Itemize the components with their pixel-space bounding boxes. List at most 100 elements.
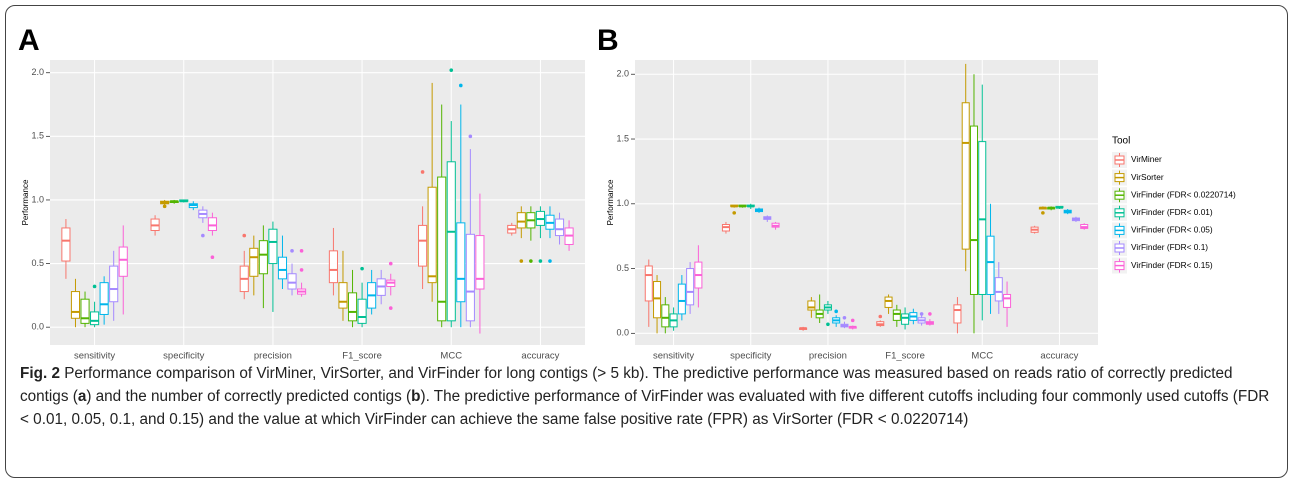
box xyxy=(901,313,910,325)
box xyxy=(268,228,278,265)
outlier xyxy=(842,315,847,320)
x-tick-label: MCC xyxy=(971,351,993,362)
outlier xyxy=(538,259,543,263)
caption-part: Performance comparison of VirMiner, VirS… xyxy=(20,365,1233,405)
box xyxy=(1003,293,1012,308)
box xyxy=(99,282,109,315)
box xyxy=(644,265,653,302)
caption-part: ) and the number of correctly predicted … xyxy=(86,388,412,405)
legend-label: VirMiner xyxy=(1131,154,1162,164)
caption-part: b xyxy=(411,388,421,405)
box xyxy=(80,298,90,324)
legend-label: VirFinder (FDR< 0.01) xyxy=(1131,207,1213,217)
outlier xyxy=(299,249,304,253)
outlier xyxy=(834,309,838,314)
caption-label: Fig. 2 xyxy=(20,365,60,382)
outlier xyxy=(92,284,97,289)
x-tick-label: precision xyxy=(254,351,292,362)
box xyxy=(994,277,1003,302)
plot-background xyxy=(50,60,585,345)
y-tick-label: 1.0 xyxy=(616,198,629,208)
legend-label: VirFinder (FDR< 0.15) xyxy=(1131,260,1213,270)
outlier xyxy=(529,259,533,263)
y-tick-label: 0.5 xyxy=(616,263,629,273)
plot-background xyxy=(635,60,1098,345)
y-tick-label: 0.0 xyxy=(616,328,629,338)
box xyxy=(961,102,970,250)
box xyxy=(986,235,995,295)
box xyxy=(475,235,485,290)
y-tick-label: 0.5 xyxy=(31,258,44,268)
outlier xyxy=(201,233,205,238)
box xyxy=(686,268,695,306)
outlier xyxy=(388,306,393,310)
x-tick-label: accuracy xyxy=(1040,351,1078,362)
outlier xyxy=(928,312,932,316)
x-tick-label: specificity xyxy=(163,351,204,362)
caption-part: a xyxy=(77,388,87,405)
legend-label: VirFinder (FDR< 0.0220714) xyxy=(1131,189,1236,199)
outlier xyxy=(1041,211,1045,215)
panel-label: A xyxy=(18,24,40,57)
outlier xyxy=(210,255,215,260)
outlier xyxy=(162,204,167,209)
outlier xyxy=(299,268,304,272)
box xyxy=(456,222,466,303)
x-tick-label: specificity xyxy=(730,351,771,362)
y-axis-title: Performance xyxy=(21,179,30,225)
x-tick-label: sensitivity xyxy=(653,351,694,362)
outlier xyxy=(548,259,552,263)
legend-label: VirFinder (FDR< 0.1) xyxy=(1131,242,1208,252)
outlier xyxy=(420,170,425,174)
outlier xyxy=(290,249,294,253)
box xyxy=(661,304,670,328)
caption-part: ). The predictive performance of VirFind… xyxy=(20,388,1270,428)
frame xyxy=(5,5,1288,478)
box xyxy=(258,240,268,275)
y-tick-label: 2.0 xyxy=(31,67,44,77)
box xyxy=(287,273,297,290)
outlier xyxy=(850,318,855,323)
y-tick-label: 1.0 xyxy=(31,194,44,204)
box xyxy=(953,304,962,324)
outlier xyxy=(468,134,473,139)
box xyxy=(446,161,456,322)
box xyxy=(677,283,686,315)
box xyxy=(653,281,662,319)
x-tick-label: F1_score xyxy=(342,351,382,362)
box xyxy=(465,233,475,322)
outlier xyxy=(360,266,364,271)
box xyxy=(516,212,526,229)
legend-label: VirFinder (FDR< 0.05) xyxy=(1131,225,1213,235)
box xyxy=(207,217,217,231)
caption-text: Performance comparison of VirMiner, VirS… xyxy=(20,365,1269,428)
caption: Fig. 2 Performance comparison of VirMine… xyxy=(20,362,1278,431)
box xyxy=(418,224,428,267)
y-tick-label: 1.5 xyxy=(31,131,44,141)
box xyxy=(437,176,447,322)
box xyxy=(554,218,565,237)
legend-label: VirSorter xyxy=(1131,172,1164,182)
outlier xyxy=(732,211,737,215)
box xyxy=(338,282,348,309)
y-tick-label: 1.5 xyxy=(616,133,629,143)
y-tick-label: 2.0 xyxy=(616,69,629,79)
box xyxy=(109,265,119,303)
outlier xyxy=(519,259,524,263)
box xyxy=(347,292,358,322)
outlier xyxy=(388,261,393,266)
x-tick-label: precision xyxy=(809,351,847,362)
box xyxy=(357,298,367,324)
x-tick-label: accuracy xyxy=(521,351,559,362)
box xyxy=(249,247,259,277)
x-tick-label: MCC xyxy=(440,351,462,362)
x-tick-label: sensitivity xyxy=(74,351,115,362)
box xyxy=(807,300,816,311)
outlier xyxy=(242,233,247,238)
outlier xyxy=(449,68,454,72)
outlier xyxy=(826,322,830,327)
box xyxy=(70,291,81,319)
outlier xyxy=(919,312,924,316)
box xyxy=(118,246,128,277)
